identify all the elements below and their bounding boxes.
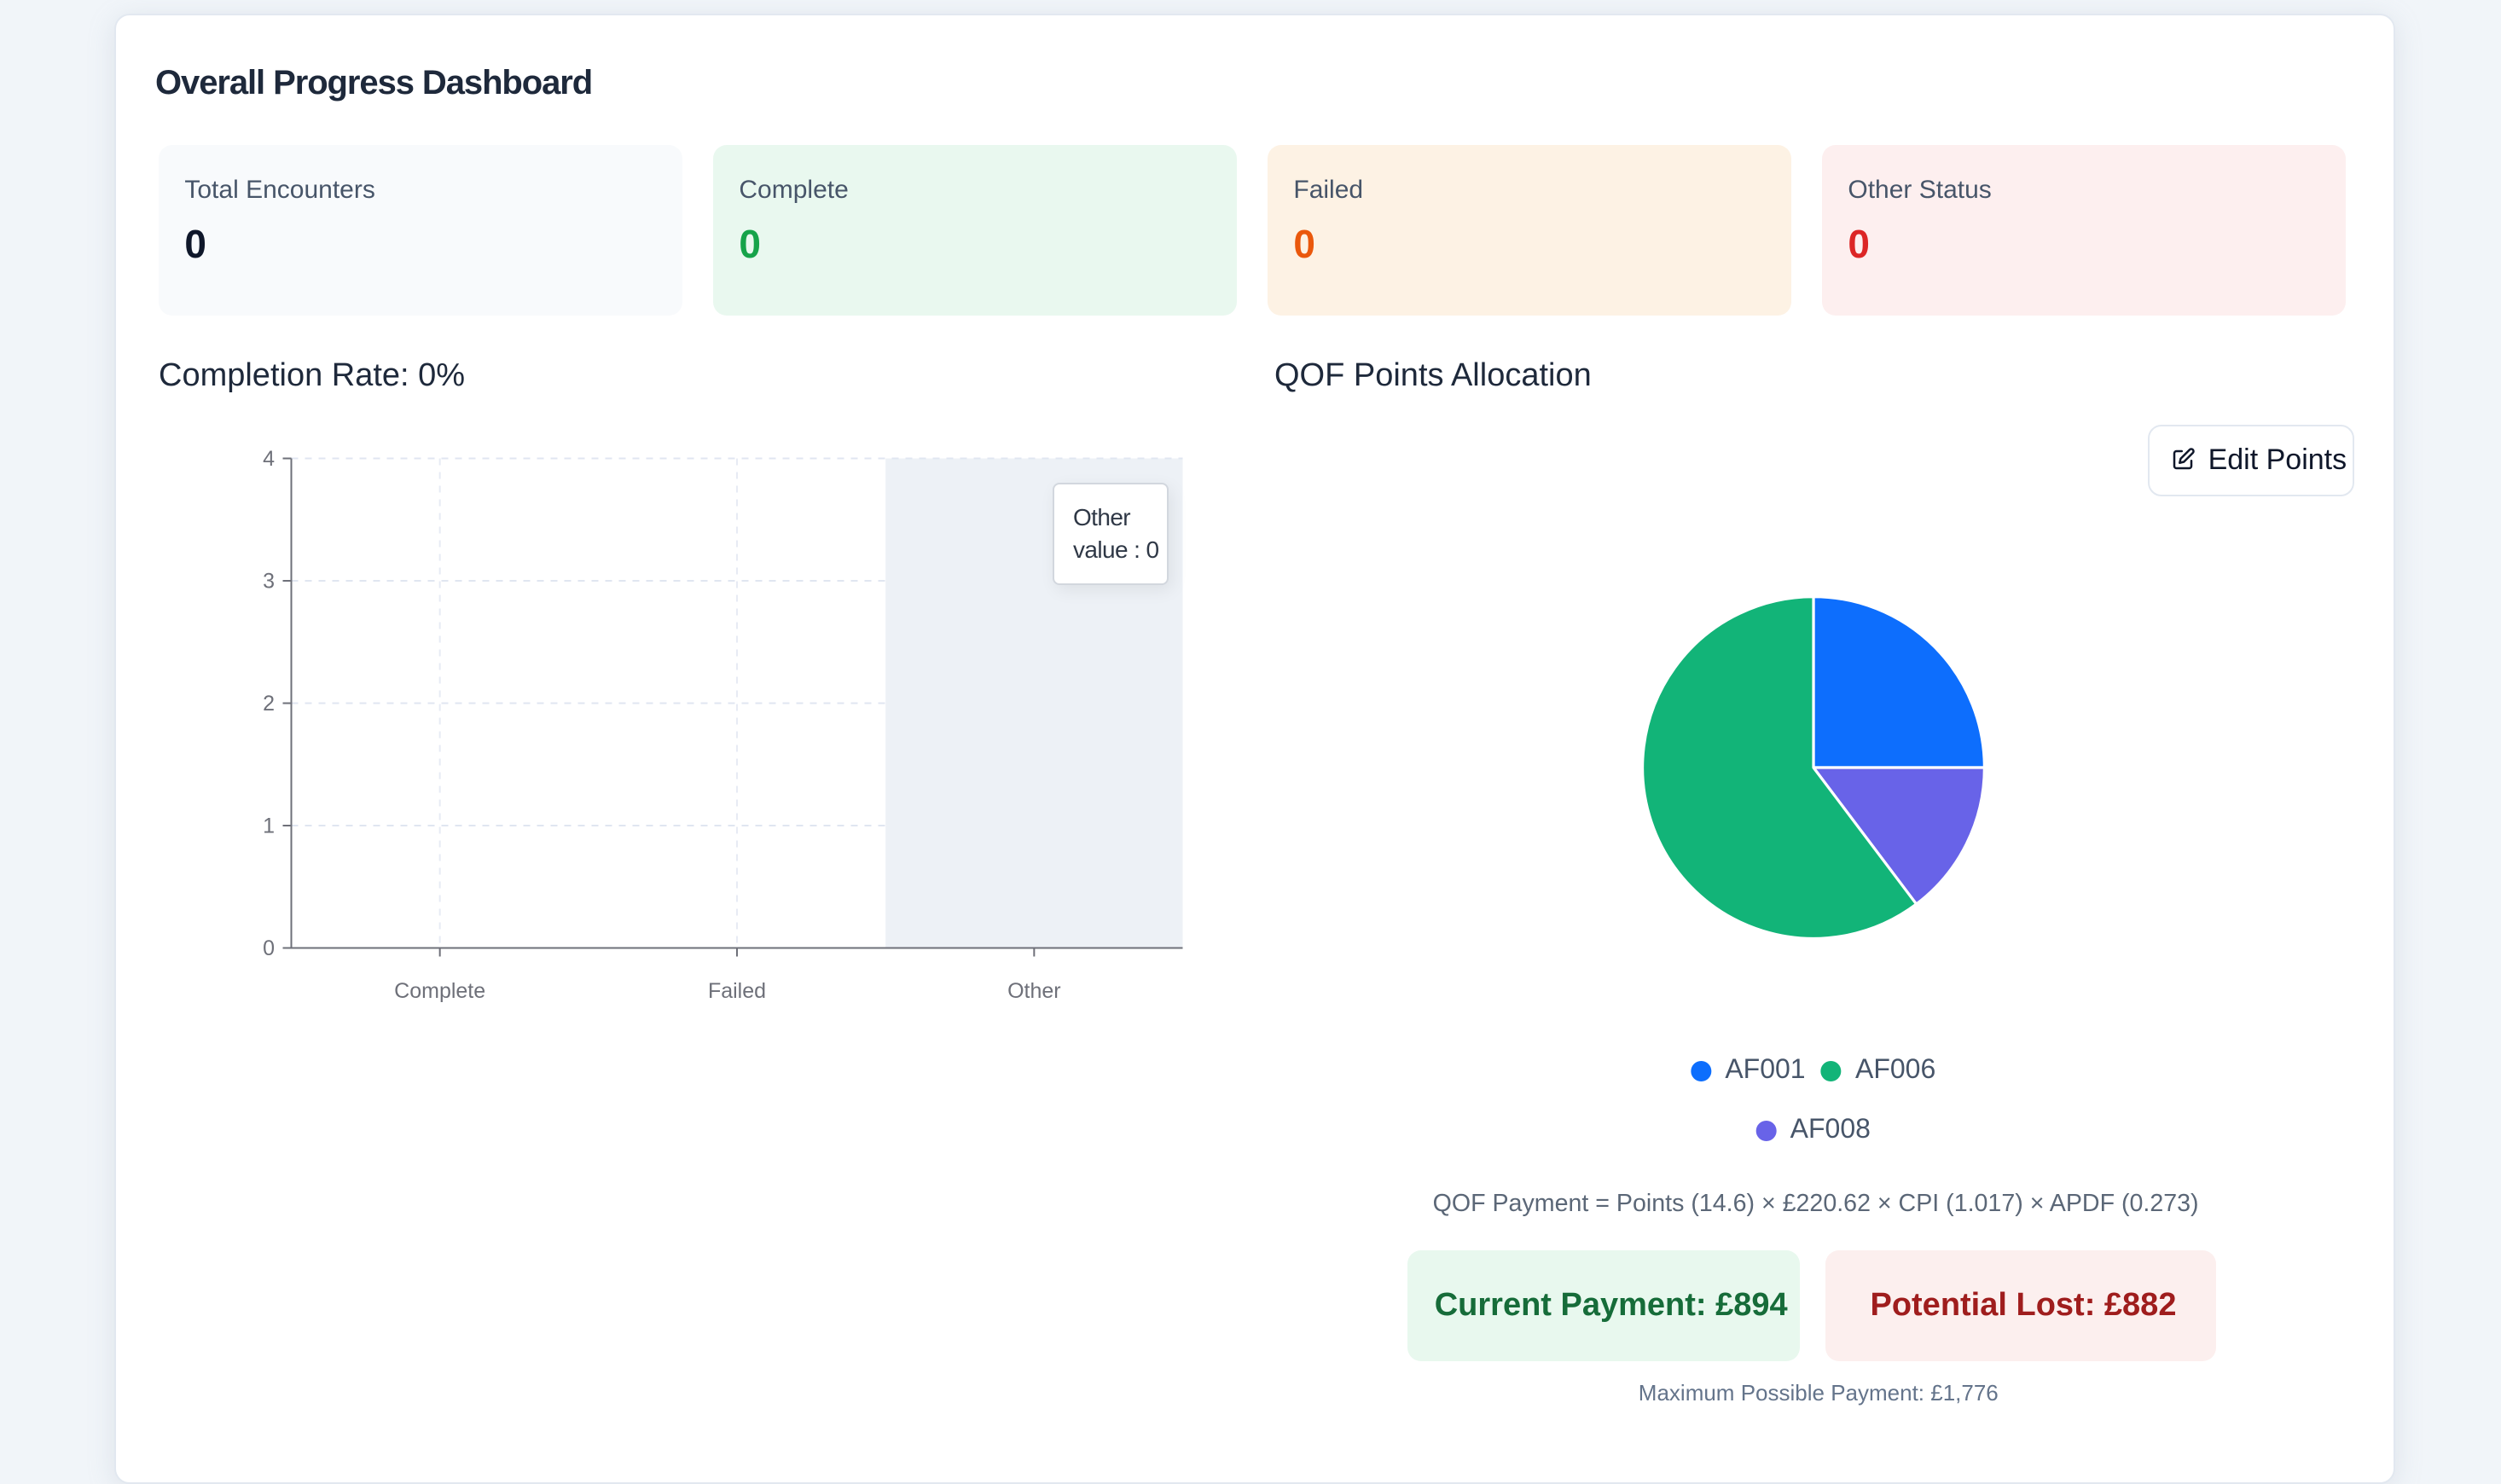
svg-text:Failed: Failed bbox=[708, 979, 766, 1003]
svg-text:3: 3 bbox=[263, 570, 275, 594]
svg-text:0: 0 bbox=[263, 936, 275, 960]
svg-text:Other: Other bbox=[1007, 979, 1061, 1003]
svg-text:1: 1 bbox=[263, 814, 275, 838]
svg-text:Complete: Complete bbox=[394, 979, 485, 1003]
svg-text:2: 2 bbox=[263, 692, 275, 716]
svg-text:4: 4 bbox=[263, 447, 275, 471]
